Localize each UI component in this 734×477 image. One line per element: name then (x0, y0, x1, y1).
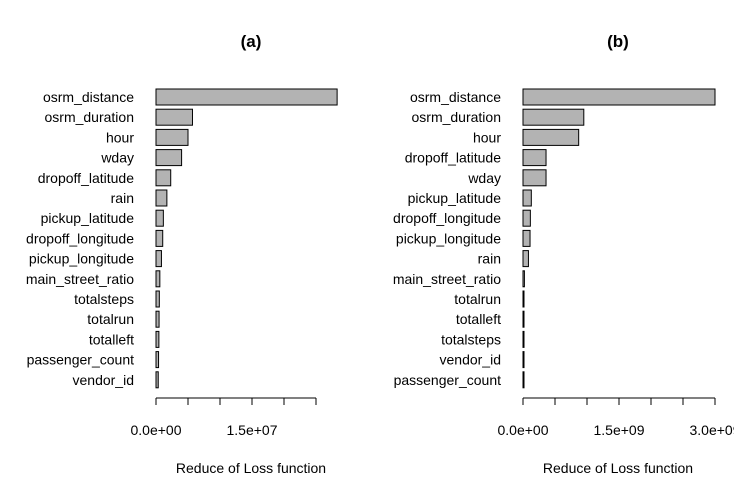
bar (522, 128, 580, 146)
bars-group (522, 88, 716, 389)
panel-title: (a) (241, 32, 262, 51)
bar (155, 270, 161, 288)
category-label: totalleft (456, 311, 501, 327)
category-label: main_street_ratio (26, 271, 134, 287)
category-label: main_street_ratio (393, 271, 501, 287)
bar (155, 250, 162, 268)
bar (155, 330, 160, 348)
category-label: totalrun (454, 291, 501, 307)
category-label: pickup_latitude (408, 190, 502, 206)
category-label: wday (467, 170, 501, 186)
bar (155, 169, 172, 187)
bar (155, 290, 160, 308)
x-axis: 0.0e+00 1.5e+07 (131, 397, 317, 438)
x-tick-label: 0.0e+00 (498, 422, 549, 438)
category-label: osrm_distance (43, 89, 134, 105)
category-label: pickup_latitude (41, 210, 135, 226)
bar (155, 128, 189, 146)
bar (155, 149, 183, 167)
category-label: wday (100, 150, 134, 166)
category-label: totalleft (89, 331, 134, 347)
bar (522, 88, 716, 106)
category-label: totalsteps (74, 291, 134, 307)
x-tick-label: 3.0e+09 (690, 422, 734, 438)
category-label: pickup_longitude (396, 230, 501, 246)
category-label: dropoff_latitude (405, 150, 501, 166)
x-tick-label: 1.5e+07 (227, 422, 278, 438)
category-label: hour (473, 129, 501, 145)
category-label: totalrun (87, 311, 134, 327)
category-label: vendor_id (73, 372, 135, 388)
category-label: dropoff_longitude (26, 230, 134, 246)
category-label: passenger_count (27, 352, 135, 368)
bar (522, 250, 529, 268)
bar (155, 209, 164, 227)
x-axis-title: Reduce of Loss function (176, 460, 326, 476)
bar (155, 310, 160, 328)
bar (522, 310, 525, 328)
bar (522, 371, 525, 389)
bar (155, 189, 168, 207)
bars-group (155, 88, 338, 389)
bar (522, 108, 585, 126)
bar (522, 209, 531, 227)
category-label: osrm_duration (45, 109, 135, 125)
x-axis-title: Reduce of Loss function (543, 460, 693, 476)
x-axis: 0.0e+00 1.5e+09 3.0e+09 (498, 397, 734, 438)
bar (522, 229, 531, 247)
category-label: pickup_longitude (29, 251, 134, 267)
panel-title: (b) (607, 32, 629, 51)
bar (522, 351, 525, 369)
category-label: osrm_duration (412, 109, 502, 125)
category-label: dropoff_latitude (38, 170, 134, 186)
category-label: rain (111, 190, 134, 206)
x-tick-label: 1.5e+09 (594, 422, 645, 438)
bar (155, 371, 159, 389)
bar (522, 169, 547, 187)
category-label: osrm_distance (410, 89, 501, 105)
x-tick-label: 0.0e+00 (131, 422, 182, 438)
category-label: rain (478, 251, 501, 267)
category-label: totalsteps (441, 331, 501, 347)
bar (155, 88, 338, 106)
bar (522, 149, 547, 167)
category-label: vendor_id (440, 352, 502, 368)
category-label: passenger_count (394, 372, 502, 388)
category-label: hour (106, 129, 134, 145)
bar (522, 290, 525, 308)
category-label: dropoff_longitude (393, 210, 501, 226)
bar (155, 108, 193, 126)
bar (522, 270, 525, 288)
bar (522, 330, 525, 348)
bar (155, 229, 164, 247)
bar (522, 189, 532, 207)
bar (155, 351, 160, 369)
